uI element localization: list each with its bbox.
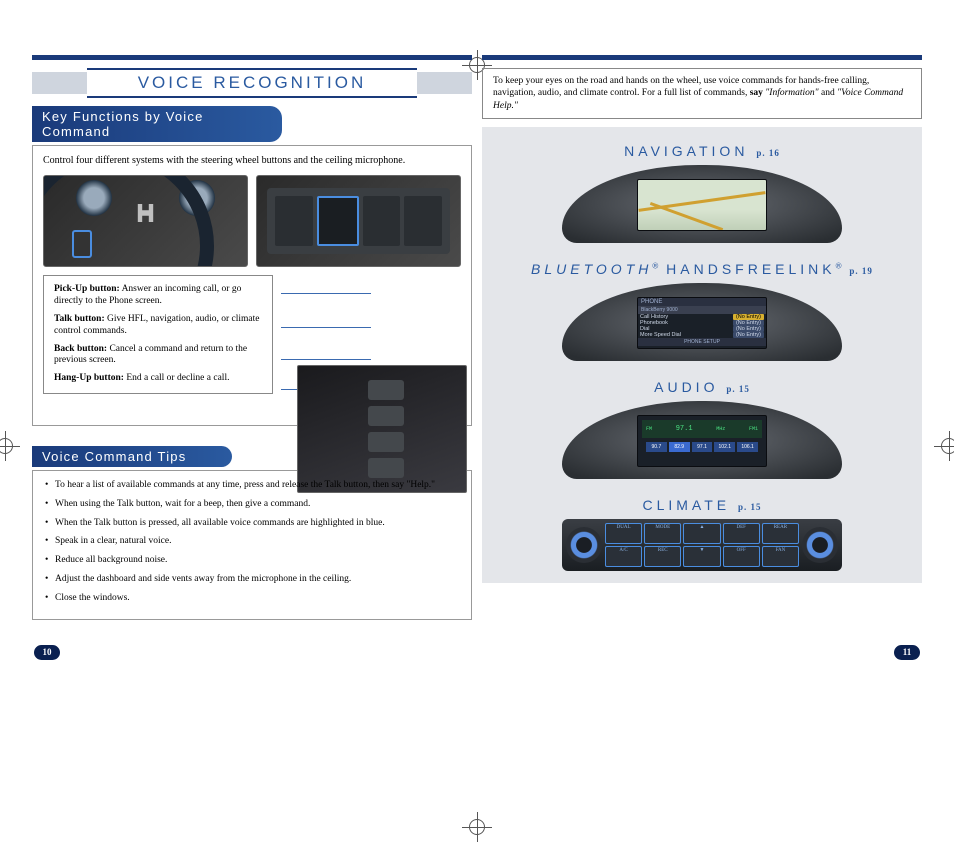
section-header-tips: Voice Command Tips	[32, 446, 232, 467]
audio-screen: FM 97.1MHz FM1 90.7 82.9 97.1 102.1 106.…	[637, 415, 767, 467]
phone-footer: PHONE SETUP	[638, 338, 766, 346]
map-road	[650, 202, 723, 231]
climate-btn: FAN	[762, 546, 799, 567]
climate-btn: REAR	[762, 523, 799, 544]
wheel-buttons-detail-photo	[297, 365, 467, 493]
tip-item: Close the windows.	[43, 592, 461, 605]
climate-button-grid: DUAL MODE ▲ DEF REAR A/C REC ▼ OFF FAN	[605, 523, 799, 567]
crop-mark-left	[0, 431, 20, 461]
fn-hangup: Hang-Up button: End a call or decline a …	[54, 373, 262, 385]
intro-text: Control four different systems with the …	[43, 154, 461, 167]
tip-item: Speak in a clear, natural voice.	[43, 535, 461, 548]
fn-pickup: Pick-Up button: Answer an incoming call,…	[54, 284, 262, 308]
audio-preset-row: 90.7 82.9 97.1 102.1 106.1	[646, 442, 758, 452]
audio-unit: FM 97.1MHz FM1 90.7 82.9 97.1 102.1 106.…	[562, 401, 842, 479]
map-road	[638, 191, 765, 212]
climate-btn: DEF	[723, 523, 760, 544]
climate-btn: A/C	[605, 546, 642, 567]
temp-knob-left	[566, 527, 602, 563]
leader-line	[281, 327, 371, 328]
ceiling-seg	[275, 196, 313, 246]
phone-header: PHONE	[638, 298, 766, 306]
climate-heading: CLIMATE p. 15	[502, 497, 902, 513]
wheel-btn-back	[368, 432, 404, 452]
climate-btn: OFF	[723, 546, 760, 567]
fn-talk: Talk button: Give HFL, navigation, audio…	[54, 314, 262, 338]
bt-heading: BLUETOOTH® HANDSFREELINK® p. 19	[502, 261, 902, 277]
phone-row: More Speed Dial(No Entry)	[638, 332, 766, 338]
wheel-btn-talk	[368, 406, 404, 426]
audio-preset: 97.1	[692, 442, 713, 452]
systems-panel: NAVIGATION p. 16 BLUETOOTH® HANDSFREELIN…	[482, 127, 922, 583]
audio-preset: 90.7	[646, 442, 667, 452]
ceiling-mic-highlight	[317, 196, 359, 246]
page-left: VOICE RECOGNITION Key Functions by Voice…	[32, 55, 477, 628]
climate-btn: ▼	[683, 546, 720, 567]
phone-screen: PHONE BlackBerry 9000 Call History(No En…	[637, 297, 767, 349]
title-band: VOICE RECOGNITION	[32, 68, 472, 98]
bt-unit: PHONE BlackBerry 9000 Call History(No En…	[562, 283, 842, 361]
page-number-left: 10	[34, 645, 60, 660]
nav-unit	[562, 165, 842, 243]
tip-item: Reduce all background noise.	[43, 554, 461, 567]
temp-knob-right	[802, 527, 838, 563]
page-right: To keep your eyes on the road and hands …	[477, 55, 922, 628]
climate-btn: DUAL	[605, 523, 642, 544]
title-shade-left	[32, 72, 87, 94]
tip-item: Adjust the dashboard and side vents away…	[43, 573, 461, 586]
header-rule	[32, 55, 472, 60]
audio-heading: AUDIO p. 15	[502, 379, 902, 395]
tip-item: When using the Talk button, wait for a b…	[43, 498, 461, 511]
ceiling-seg	[404, 196, 442, 246]
climate-panel: DUAL MODE ▲ DEF REAR A/C REC ▼ OFF FAN	[562, 519, 842, 571]
tip-item: When the Talk button is pressed, all ava…	[43, 517, 461, 530]
nav-screen	[637, 179, 767, 231]
phone-device: BlackBerry 9000	[638, 306, 766, 314]
wheel-arc	[43, 175, 214, 267]
page-spread: VOICE RECOGNITION Key Functions by Voice…	[32, 55, 922, 628]
climate-btn: ▲	[683, 523, 720, 544]
tip-item: To hear a list of available commands at …	[43, 479, 461, 492]
title-box: VOICE RECOGNITION	[87, 68, 417, 98]
leader-line	[281, 293, 371, 294]
fn-back: Back button: Cancel a command and return…	[54, 344, 262, 368]
climate-btn: MODE	[644, 523, 681, 544]
page-title: VOICE RECOGNITION	[138, 73, 367, 92]
voice-command-note: To keep your eyes on the road and hands …	[482, 68, 922, 119]
ceiling-console-photo	[256, 175, 461, 267]
audio-lcd: FM 97.1MHz FM1	[642, 420, 762, 438]
title-shade-right	[417, 72, 472, 94]
wheel-btn-pickup	[368, 380, 404, 400]
function-list-box: Pick-Up button: Answer an incoming call,…	[43, 275, 273, 394]
page-number-right: 11	[894, 645, 920, 660]
ceiling-panel	[267, 188, 450, 254]
section-header-key-functions: Key Functions by Voice Command	[32, 106, 282, 142]
ceiling-seg	[363, 196, 401, 246]
climate-btn: REC	[644, 546, 681, 567]
wheel-btn-hangup	[368, 458, 404, 478]
audio-preset: 82.9	[669, 442, 690, 452]
photo-row	[43, 175, 461, 267]
tips-list: To hear a list of available commands at …	[43, 479, 461, 605]
leader-line	[281, 359, 371, 360]
audio-preset: 102.1	[714, 442, 735, 452]
steering-wheel-photo	[43, 175, 248, 267]
crop-mark-bottom	[462, 812, 492, 842]
audio-preset: 106.1	[737, 442, 758, 452]
nav-heading: NAVIGATION p. 16	[502, 143, 902, 159]
header-rule	[482, 55, 922, 60]
crop-mark-right	[934, 431, 954, 461]
wheel-button-highlight	[72, 230, 92, 258]
